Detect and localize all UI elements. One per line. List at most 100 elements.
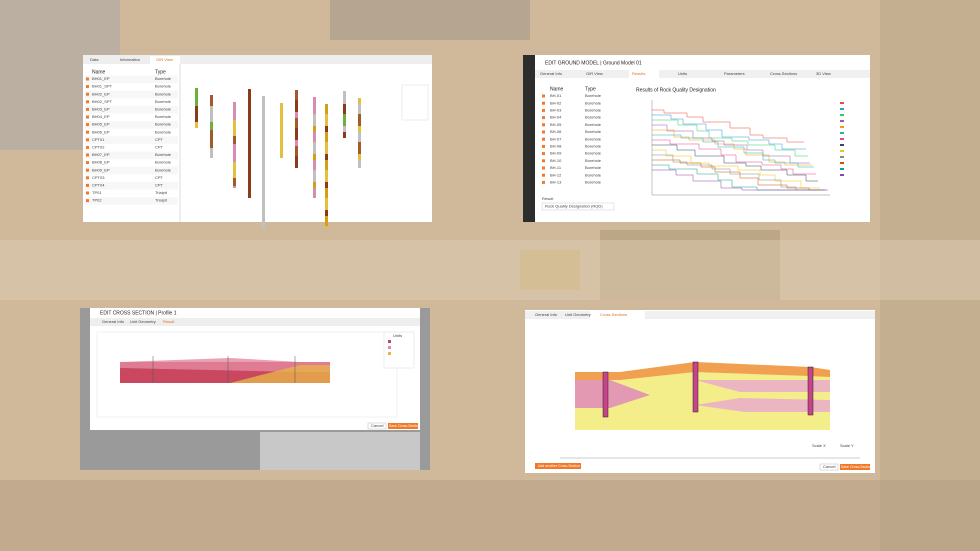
row-name: BH08_EP <box>92 160 110 165</box>
bg-road <box>0 240 980 300</box>
checkbox[interactable] <box>86 100 89 104</box>
borehole-log <box>195 84 429 228</box>
tab[interactable]: Information <box>120 57 140 62</box>
checkbox[interactable] <box>86 153 89 157</box>
log-segment <box>262 180 265 194</box>
tab[interactable]: Unit Geometry <box>565 312 591 317</box>
tab[interactable]: Results <box>632 71 645 76</box>
checkbox[interactable] <box>542 94 545 98</box>
checkbox[interactable] <box>542 180 545 184</box>
tab[interactable]: Cross-Sections <box>600 312 627 317</box>
row-name: BH-05 <box>550 122 562 127</box>
checkbox[interactable] <box>86 85 89 89</box>
checkbox[interactable] <box>86 123 89 127</box>
legend-swatch <box>388 352 391 355</box>
checkbox[interactable] <box>86 138 89 142</box>
log-segment <box>313 114 316 126</box>
row-name: TP01 <box>92 190 102 195</box>
checkbox[interactable] <box>86 92 89 96</box>
tab-bar <box>90 318 420 326</box>
legend-swatch <box>840 144 844 146</box>
select[interactable] <box>541 202 615 211</box>
log-segment <box>295 128 298 140</box>
legend-swatch <box>840 156 844 158</box>
rqd-line <box>652 169 828 191</box>
unit-layer <box>575 362 830 380</box>
checkbox[interactable] <box>86 176 89 180</box>
tab[interactable]: 3D View <box>816 71 831 76</box>
checkbox[interactable] <box>542 173 545 177</box>
checkbox[interactable] <box>86 161 89 165</box>
bg-ground <box>0 480 980 551</box>
unit-layer <box>230 365 330 383</box>
log-segment <box>262 138 265 152</box>
checkbox[interactable] <box>542 116 545 120</box>
checkbox[interactable] <box>86 115 89 119</box>
checkbox[interactable] <box>86 130 89 134</box>
log-segment <box>325 226 328 228</box>
col-header: Name <box>550 86 564 92</box>
button[interactable] <box>388 423 418 429</box>
tab[interactable]: Result <box>163 319 175 324</box>
tab[interactable]: General Info <box>535 312 558 317</box>
log-segment <box>313 142 316 154</box>
checkbox[interactable] <box>86 107 89 111</box>
log-segment <box>325 210 328 216</box>
tab[interactable]: Unit Geometry <box>130 319 156 324</box>
log-segment <box>358 142 361 154</box>
legend-swatch <box>840 174 844 176</box>
tab[interactable]: General Info <box>102 319 125 324</box>
log-segment <box>233 162 236 178</box>
table: BH01_EP Borehole BH01_SPT Borehole BH02_EP Bo… <box>85 75 178 205</box>
log-segment <box>262 194 265 208</box>
log-segment <box>343 104 346 114</box>
window <box>523 55 870 222</box>
log-segment <box>343 91 346 104</box>
log-segment <box>280 110 283 124</box>
log-segment <box>210 95 213 106</box>
checkbox[interactable] <box>86 199 89 203</box>
row-name: BH-13 <box>550 179 562 184</box>
checkbox[interactable] <box>542 166 545 170</box>
checkbox[interactable] <box>542 144 545 148</box>
row-name: BH01_EP <box>92 76 110 81</box>
checkbox[interactable] <box>542 137 545 141</box>
legend-swatch <box>840 120 844 122</box>
log-segment <box>295 90 298 100</box>
checkbox[interactable] <box>86 145 89 149</box>
row-type: Borehole <box>585 179 602 184</box>
log-segment <box>325 126 328 132</box>
checkbox[interactable] <box>542 108 545 112</box>
button[interactable] <box>367 422 387 430</box>
checkbox[interactable] <box>86 168 89 172</box>
tab[interactable]: Parameters <box>724 71 745 76</box>
button[interactable] <box>819 463 839 471</box>
tab[interactable]: GIR View <box>156 57 173 62</box>
button[interactable] <box>840 464 870 470</box>
log-segment <box>262 166 265 180</box>
tab[interactable]: Cross-Sections <box>770 71 797 76</box>
checkbox[interactable] <box>542 152 545 156</box>
checkbox[interactable] <box>542 123 545 127</box>
row-name: BH02_EP <box>92 91 110 96</box>
row-bg <box>85 151 178 160</box>
checkbox[interactable] <box>542 101 545 105</box>
button[interactable] <box>535 463 581 469</box>
log-segment <box>358 154 361 160</box>
tab[interactable]: Units <box>678 71 687 76</box>
checkbox[interactable] <box>542 159 545 163</box>
checkbox[interactable] <box>86 183 89 187</box>
checkbox[interactable] <box>542 130 545 134</box>
tab[interactable]: General Info <box>540 71 563 76</box>
checkbox[interactable] <box>86 77 89 81</box>
tab[interactable]: Data <box>90 57 99 62</box>
log-segment <box>313 160 316 170</box>
row-bg <box>85 75 178 84</box>
tab[interactable]: GIR View <box>586 71 603 76</box>
col-header: Type <box>585 86 596 92</box>
checkbox[interactable] <box>86 191 89 195</box>
button-label: Save Cross-Section <box>841 465 872 469</box>
log-segment <box>195 106 198 122</box>
row-type: Borehole <box>155 84 172 89</box>
